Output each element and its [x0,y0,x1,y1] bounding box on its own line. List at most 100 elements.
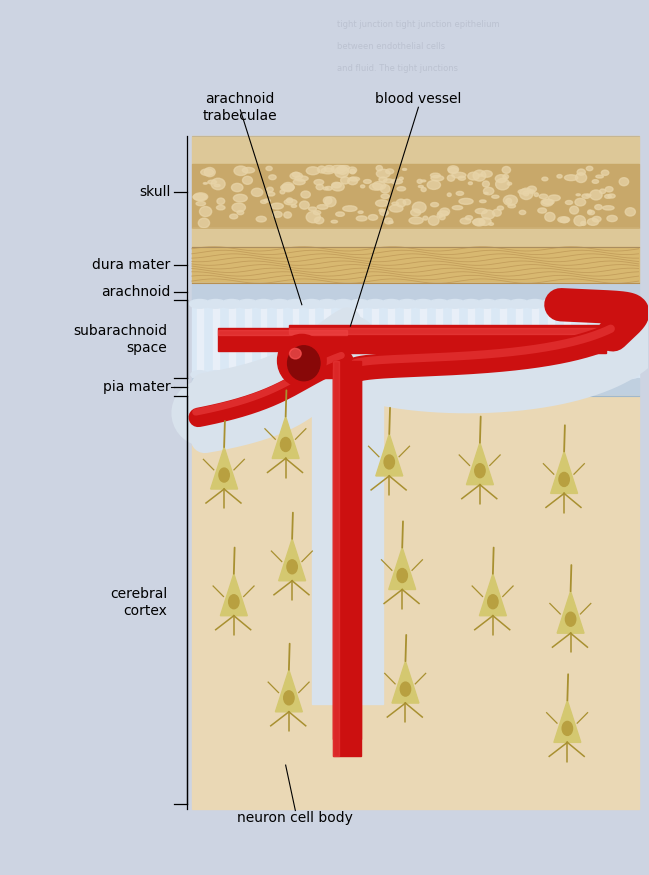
Ellipse shape [313,211,321,214]
Ellipse shape [482,181,489,187]
Ellipse shape [196,201,206,206]
Ellipse shape [281,184,295,191]
Polygon shape [221,574,247,616]
Ellipse shape [541,299,561,308]
Ellipse shape [447,193,451,197]
Ellipse shape [267,187,273,192]
Polygon shape [392,662,419,704]
Text: skull: skull [139,185,171,199]
Ellipse shape [331,165,345,173]
Ellipse shape [429,299,449,308]
Ellipse shape [574,371,591,379]
Bar [191,247,639,283]
Ellipse shape [243,176,252,185]
Ellipse shape [605,194,611,199]
Bar [191,378,639,396]
Ellipse shape [518,189,530,194]
Ellipse shape [459,199,473,205]
Ellipse shape [603,206,614,210]
Ellipse shape [596,175,604,178]
Ellipse shape [427,180,441,189]
Ellipse shape [234,166,248,176]
Ellipse shape [430,173,440,178]
Ellipse shape [256,216,266,222]
Bar [191,228,639,247]
Ellipse shape [299,201,309,209]
Ellipse shape [402,169,407,171]
Ellipse shape [428,216,439,225]
Ellipse shape [523,191,529,196]
Polygon shape [550,452,578,493]
Bar [333,369,361,738]
Ellipse shape [325,197,336,206]
Ellipse shape [403,200,411,205]
Polygon shape [275,670,302,712]
Ellipse shape [288,346,320,381]
Ellipse shape [411,209,421,216]
Bar [341,302,347,376]
Ellipse shape [221,299,242,308]
Ellipse shape [392,202,398,205]
Ellipse shape [348,167,356,173]
Ellipse shape [431,202,439,206]
Ellipse shape [238,299,258,308]
Ellipse shape [582,194,590,199]
Circle shape [397,569,408,583]
Ellipse shape [452,206,463,210]
Ellipse shape [590,371,607,379]
Ellipse shape [306,167,319,175]
Ellipse shape [565,175,578,180]
Ellipse shape [600,189,606,193]
Bar [421,302,426,376]
Ellipse shape [576,194,580,196]
Ellipse shape [255,371,273,379]
Ellipse shape [604,299,625,308]
Ellipse shape [587,210,594,214]
Ellipse shape [448,167,458,173]
Text: arachnoid: arachnoid [101,284,171,298]
Ellipse shape [237,211,244,214]
Ellipse shape [399,177,403,179]
Ellipse shape [437,214,443,217]
Ellipse shape [301,191,310,198]
Bar [452,302,458,376]
Bar [548,302,554,376]
Polygon shape [467,443,493,485]
Ellipse shape [588,210,592,214]
Ellipse shape [284,212,291,218]
Ellipse shape [302,371,320,379]
Ellipse shape [271,203,284,209]
Ellipse shape [269,299,289,308]
Ellipse shape [506,199,511,204]
Ellipse shape [253,299,274,308]
Bar [333,369,341,738]
Bar [289,328,606,334]
Ellipse shape [542,371,559,379]
Ellipse shape [251,188,263,197]
Bar [191,164,639,228]
Ellipse shape [508,182,511,186]
Ellipse shape [321,168,334,174]
Ellipse shape [608,194,615,198]
Ellipse shape [543,200,554,205]
Ellipse shape [502,166,511,173]
Ellipse shape [423,216,428,220]
Ellipse shape [589,299,609,308]
Ellipse shape [324,165,334,172]
Ellipse shape [242,167,254,173]
Polygon shape [376,434,403,476]
Ellipse shape [606,371,624,379]
Bar [293,302,299,376]
Ellipse shape [493,299,513,308]
Ellipse shape [472,220,484,225]
Ellipse shape [437,211,448,216]
Ellipse shape [452,172,466,178]
Ellipse shape [323,197,332,204]
Ellipse shape [269,175,276,179]
Ellipse shape [430,371,448,379]
Ellipse shape [528,186,537,192]
Ellipse shape [193,194,206,200]
Circle shape [562,721,572,735]
Bar [484,302,490,376]
Ellipse shape [301,299,322,308]
